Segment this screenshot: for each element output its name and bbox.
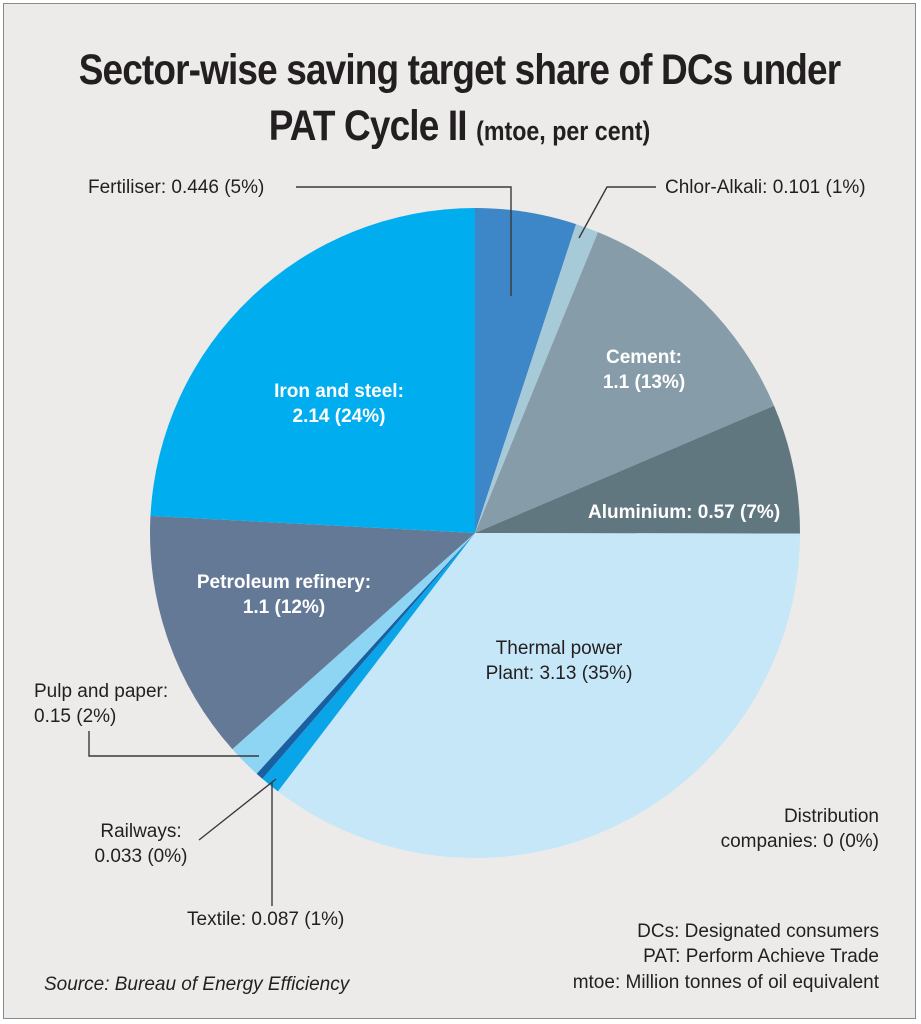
label-petroleum-line2: 1.1 (12%) [242, 597, 326, 618]
note-mtoe: mtoe: Million tonnes of oil equivalent [572, 972, 879, 993]
label-distribution-line2: companies: 0 (0%) [720, 831, 879, 852]
leader-chlor-alkali [578, 186, 656, 239]
label-petroleum-line1: Petroleum refinery: [196, 572, 372, 593]
label-thermal: Thermal power Plant: 3.13 (35%) [464, 636, 654, 686]
leader-pulp [88, 731, 259, 757]
subtitle-text: (mtoe, per cent) [476, 116, 651, 146]
label-pulp: Pulp and paper: 0.15 (2%) [34, 679, 168, 729]
label-railways: Railways: 0.033 (0%) [86, 819, 196, 869]
source-note: Source: Bureau of Energy Efficiency [44, 974, 350, 995]
slice-pulp-and-paper [232, 533, 475, 774]
leader-railways [198, 778, 277, 841]
label-pulp-line2: 0.15 (2%) [34, 706, 117, 727]
label-aluminium: Aluminium: 0.57 (7%) [588, 502, 781, 523]
label-thermal-line1: Thermal power [495, 638, 623, 659]
label-pulp-line1: Pulp and paper: [34, 681, 169, 702]
leader-fertiliser [296, 186, 512, 296]
slice-thermal-power-plant [277, 533, 800, 858]
label-thermal-line2: Plant: 3.13 (35%) [485, 663, 633, 684]
note-dcs: DCs: Designated consumers [637, 921, 879, 942]
slice-iron-and-steel [150, 207, 475, 533]
note-pat: PAT: Perform Achieve Trade [643, 946, 879, 967]
label-distribution-line1: Distribution [783, 806, 879, 827]
chart-title: Sector-wise saving target share of DCs u… [68, 42, 851, 159]
slice-aluminium [475, 405, 800, 534]
label-iron-line2: 2.14 (24%) [292, 406, 386, 427]
label-iron-line1: Iron and steel: [274, 381, 404, 402]
slice-chlor-alkali [475, 224, 598, 533]
slice-cement [475, 232, 775, 533]
pie-chart [88, 186, 800, 906]
label-cement-line2: 1.1 (13%) [602, 372, 686, 393]
title-text: Sector-wise saving target share of DCs u… [78, 46, 841, 150]
label-fertiliser: Fertiliser: 0.446 (5%) [88, 177, 265, 198]
label-cement-line1: Cement: [605, 347, 682, 368]
label-petroleum: Petroleum refinery: 1.1 (12%) [174, 570, 394, 620]
label-iron-steel: Iron and steel: 2.14 (24%) [254, 379, 424, 429]
slice-petroleum-refinery [149, 515, 475, 750]
label-chlor-alkali: Chlor-Alkali: 0.101 (1%) [665, 177, 866, 198]
slice-railways [256, 533, 475, 779]
label-textile: Textile: 0.087 (1%) [187, 909, 345, 930]
label-railways-line1: Railways: [100, 821, 182, 842]
slice-textile [262, 533, 475, 792]
label-cement: Cement: 1.1 (13%) [584, 345, 704, 395]
chart-frame: Sector-wise saving target share of DCs u… [3, 3, 916, 1019]
slice-fertiliser [475, 208, 577, 533]
label-railways-line2: 0.033 (0%) [94, 846, 188, 867]
label-distribution: Distribution companies: 0 (0%) [721, 804, 879, 854]
